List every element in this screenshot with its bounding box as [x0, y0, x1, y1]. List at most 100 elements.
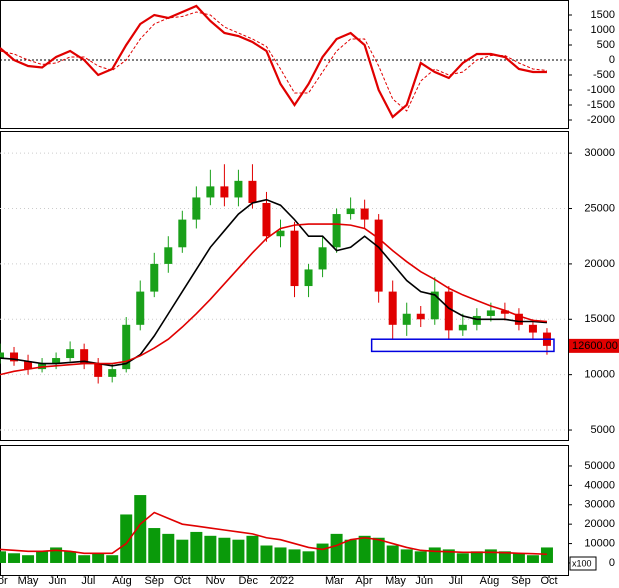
candle-body	[416, 313, 425, 320]
candle-body	[178, 219, 187, 248]
candle-body	[24, 361, 33, 370]
volume-bar	[330, 533, 343, 563]
volume-bar	[526, 555, 539, 563]
y-tick-label: 1500	[591, 9, 615, 21]
support-box	[370, 338, 555, 353]
volume-bar	[442, 549, 455, 563]
candle-body	[360, 208, 369, 220]
volume-bar	[540, 547, 553, 563]
y-tick-label: 5000	[591, 424, 615, 436]
x-tick-label: Jul	[81, 575, 95, 587]
candle-body	[458, 324, 467, 331]
x-tick-label: Jun	[415, 575, 433, 587]
volume-bar	[8, 553, 21, 563]
y-tick-label: 1000	[591, 24, 615, 36]
x-tick-label: or	[0, 575, 8, 587]
x-tick-label: Dec	[238, 575, 258, 587]
series-line	[0, 198, 548, 367]
y-tick-label: 10000	[584, 369, 615, 381]
volume-bar	[260, 545, 273, 563]
candle-body	[122, 324, 131, 370]
y-tick-label: -2000	[587, 114, 615, 126]
y-tick-label: 40000	[584, 479, 615, 491]
x-tick-label: Mar	[325, 575, 344, 587]
x-tick-label: May	[18, 575, 39, 587]
candle-body	[66, 349, 75, 359]
series-line	[0, 4, 547, 119]
volume-bar	[302, 551, 315, 563]
series-line	[0, 223, 548, 376]
unit-label: x100	[572, 558, 592, 568]
candle-body	[486, 310, 495, 316]
volume-bar	[386, 545, 399, 563]
candle-body	[346, 208, 355, 215]
x-tick-label: Oct	[541, 575, 558, 587]
y-tick-label: 0	[609, 54, 615, 66]
candle-body	[80, 349, 89, 364]
y-tick-label: -1000	[587, 84, 615, 96]
x-tick-label: Jun	[49, 575, 67, 587]
volume-bar	[162, 533, 175, 563]
volume-bar	[400, 549, 413, 563]
volume-bar	[358, 535, 371, 563]
series-line	[0, 511, 547, 556]
volume-bar	[92, 553, 105, 563]
candle-body	[514, 313, 523, 325]
y-tick-label: 50000	[584, 460, 615, 472]
volume-bar	[22, 555, 35, 563]
volume-bar	[78, 555, 91, 563]
volume-bar	[106, 555, 119, 563]
volume-bar	[512, 553, 525, 563]
candle-body	[150, 263, 159, 292]
series-line	[0, 11, 548, 112]
candle-body	[528, 324, 537, 333]
candle-body	[206, 186, 215, 198]
volume-bar	[0, 551, 6, 563]
volume-bar	[218, 537, 231, 563]
y-tick-label: 25000	[584, 202, 615, 214]
x-tick-label: Apr	[355, 575, 372, 587]
x-tick-label: Aug	[112, 575, 132, 587]
candle-body	[192, 197, 201, 220]
volume-bar	[246, 535, 259, 563]
y-tick-label: 15000	[584, 313, 615, 325]
y-tick-label: 10000	[584, 537, 615, 549]
y-tick-label: -500	[593, 69, 615, 81]
candle-body	[94, 363, 103, 377]
candle-body	[430, 291, 439, 320]
candle-body	[136, 291, 145, 325]
volume-bar	[36, 551, 49, 563]
y-tick-label: 20000	[584, 518, 615, 530]
last-price-box	[569, 338, 619, 353]
volume-bar	[470, 551, 483, 563]
volume-bar	[204, 535, 217, 563]
candle-body	[388, 291, 397, 325]
x-tick-label: Sep	[144, 575, 164, 587]
panel-frame	[0, 0, 569, 129]
volume-bar	[64, 551, 77, 563]
candle-body	[304, 269, 313, 287]
candle-body	[0, 352, 4, 359]
volume-bar	[176, 539, 189, 563]
volume-bar	[484, 549, 497, 563]
candle-body	[10, 352, 19, 362]
x-tick-label: May	[385, 575, 406, 587]
candle-body	[164, 247, 173, 264]
volume-bar	[344, 539, 357, 563]
candle-body	[108, 369, 117, 377]
x-tick-label: Nov	[205, 575, 225, 587]
volume-bar	[428, 547, 441, 563]
volume-bar	[414, 551, 427, 563]
unit-box	[569, 556, 597, 571]
x-tick-label: 2022	[270, 575, 294, 587]
volume-bar	[316, 543, 329, 563]
x-tick-label: Sep	[511, 575, 531, 587]
panel-frame	[0, 445, 569, 576]
volume-bar	[232, 539, 245, 563]
panel-frame	[0, 131, 569, 441]
candle-body	[374, 219, 383, 292]
volume-bar	[120, 514, 133, 563]
volume-bar	[288, 549, 301, 563]
